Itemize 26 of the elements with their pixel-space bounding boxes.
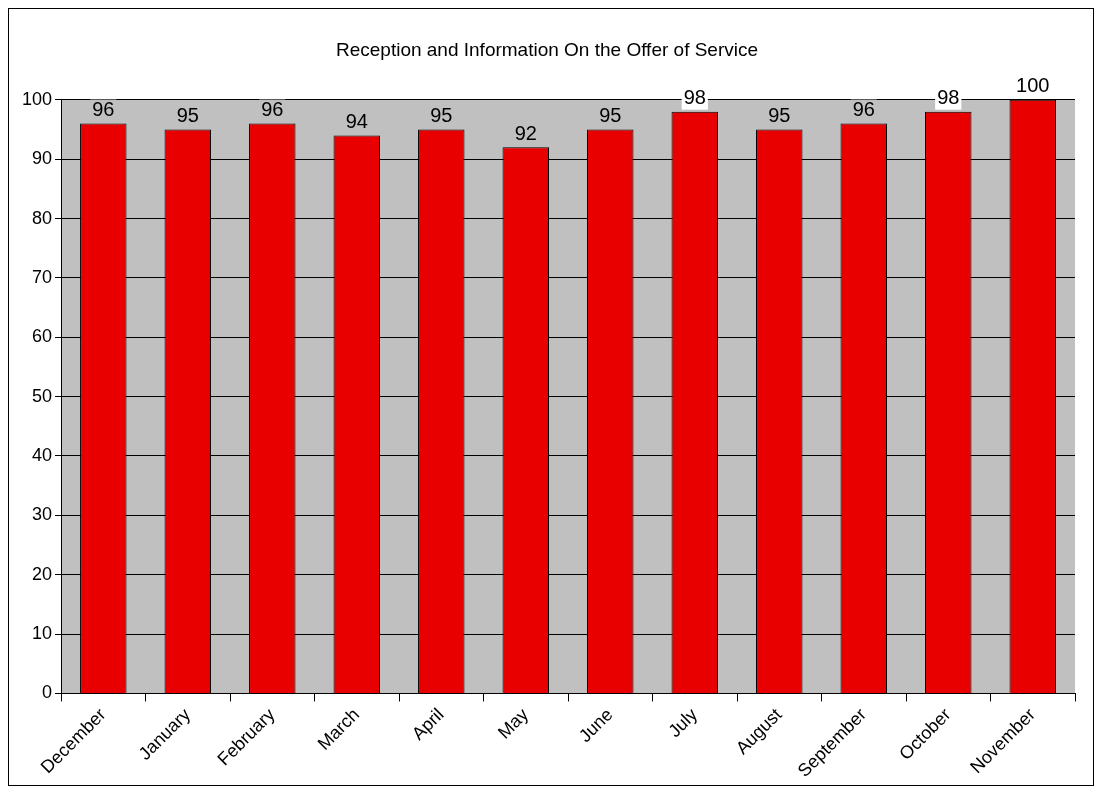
chart-title: Reception and Information On the Offer of Service bbox=[335, 38, 759, 60]
y-tick-label: 100 bbox=[21, 88, 53, 109]
y-tick-label: 20 bbox=[32, 563, 53, 584]
x-tick-label: July bbox=[664, 704, 702, 742]
y-tick-label: 70 bbox=[32, 266, 53, 287]
y-tick-label: 0 bbox=[42, 682, 53, 703]
y-tick-label: 90 bbox=[32, 148, 53, 169]
y-tick-label: 40 bbox=[32, 444, 53, 465]
data-label: 95 bbox=[599, 104, 622, 126]
y-tick-label: 30 bbox=[32, 504, 53, 525]
data-label: 95 bbox=[430, 104, 453, 126]
data-label: 96 bbox=[852, 98, 875, 121]
data-label: 95 bbox=[176, 104, 199, 126]
data-label: 96 bbox=[92, 98, 115, 121]
y-tick-label: 10 bbox=[32, 623, 53, 644]
data-label: 92 bbox=[514, 121, 537, 144]
data-label: 98 bbox=[683, 86, 706, 109]
data-label: 98 bbox=[937, 86, 960, 109]
data-label: 94 bbox=[345, 109, 368, 132]
data-label: 100 bbox=[1016, 74, 1050, 97]
y-tick-label: 60 bbox=[32, 326, 53, 347]
y-tick-label: 50 bbox=[32, 385, 53, 406]
y-tick-label: 80 bbox=[32, 207, 53, 228]
data-label: 95 bbox=[768, 104, 791, 126]
data-label: 96 bbox=[261, 98, 284, 121]
x-tick-label: May bbox=[493, 704, 533, 743]
